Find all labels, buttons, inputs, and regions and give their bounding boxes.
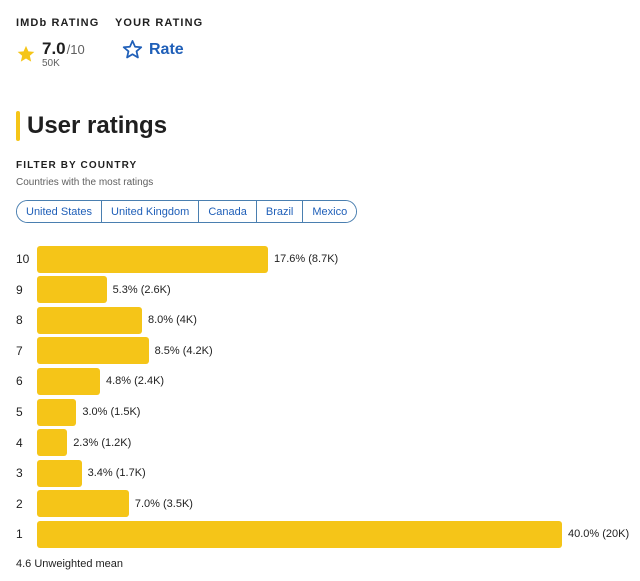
star-outline-icon <box>122 40 143 59</box>
bar-value-label: 8.5% (4.2K) <box>154 344 213 357</box>
bar-value-label: 3.0% (1.5K) <box>82 406 141 418</box>
unweighted-mean: 4.6 Unweighted mean <box>16 558 124 570</box>
bar-category-label: 5 <box>16 405 23 419</box>
bar-category-label: 7 <box>16 343 23 358</box>
bar-8 <box>37 306 142 334</box>
bar-2 <box>37 490 129 518</box>
chip-canada[interactable]: Canada <box>199 201 257 222</box>
bar-value-label: 4.8% (2.4K) <box>106 375 165 388</box>
star-filled-icon <box>17 45 35 62</box>
bar-10 <box>37 245 268 273</box>
bar-5 <box>37 398 77 426</box>
bar-category-label: 10 <box>16 252 30 266</box>
bar-value-label: 2.3% (1.2K) <box>73 436 132 449</box>
bar-value-label: 3.4% (1.7K) <box>87 467 146 480</box>
filter-heading: FILTER BY COUNTRY <box>16 160 138 171</box>
bar-4 <box>37 429 68 457</box>
bar-3 <box>37 459 82 487</box>
bar-value-label: 7.0% (3.5K) <box>134 497 193 510</box>
bar-category-label: 6 <box>16 374 23 389</box>
imdb-score-row: 7.0/10 50K <box>16 39 99 69</box>
your-rating-label: YOUR RATING <box>115 17 204 29</box>
chip-united-states[interactable]: United States <box>17 201 103 222</box>
bar-category-label: 1 <box>16 527 23 542</box>
chip-brazil[interactable]: Brazil <box>256 201 304 222</box>
bar-value-label: 5.3% (2.6K) <box>112 283 171 296</box>
bar-category-label: 8 <box>16 313 23 328</box>
filter-subtitle: Countries with the most ratings <box>16 177 154 188</box>
bar-1 <box>37 520 562 548</box>
bar-category-label: 4 <box>16 435 23 450</box>
bar-value-label: 17.6% (8.7K) <box>274 253 339 265</box>
bar-category-label: 2 <box>16 496 23 511</box>
bar-value-label: 40.0% (20K) <box>568 528 630 541</box>
imdb-rating-label: IMDb RATING <box>16 17 100 29</box>
section-title: User ratings <box>16 111 167 141</box>
bar-value-label: 8.0% (4K) <box>148 314 197 327</box>
chip-united-kingdom[interactable]: United Kingdom <box>102 201 200 222</box>
bar-6 <box>37 367 100 395</box>
score-line: 7.0/10 <box>42 39 85 60</box>
your-rating: YOUR RATING Rate <box>115 17 203 60</box>
imdb-score: 7.0 <box>42 39 66 58</box>
rate-button[interactable]: Rate <box>115 39 203 60</box>
country-filter-chips: United States United Kingdom Canada Braz… <box>16 200 358 223</box>
page-title: User ratings <box>27 112 168 139</box>
bar-7 <box>37 337 149 365</box>
imdb-rating: IMDb RATING 7.0/10 50K <box>16 17 99 69</box>
chip-mexico[interactable]: Mexico <box>303 201 357 222</box>
bar-category-label: 3 <box>16 466 23 481</box>
bar-9 <box>37 276 107 304</box>
title-accent-bar <box>16 111 20 141</box>
score-wrap: 7.0/10 50K <box>42 39 85 69</box>
imdb-score-max: /10 <box>66 42 85 57</box>
vote-count: 50K <box>42 58 60 69</box>
rate-label: Rate <box>149 40 184 58</box>
bar-category-label: 9 <box>16 282 23 297</box>
